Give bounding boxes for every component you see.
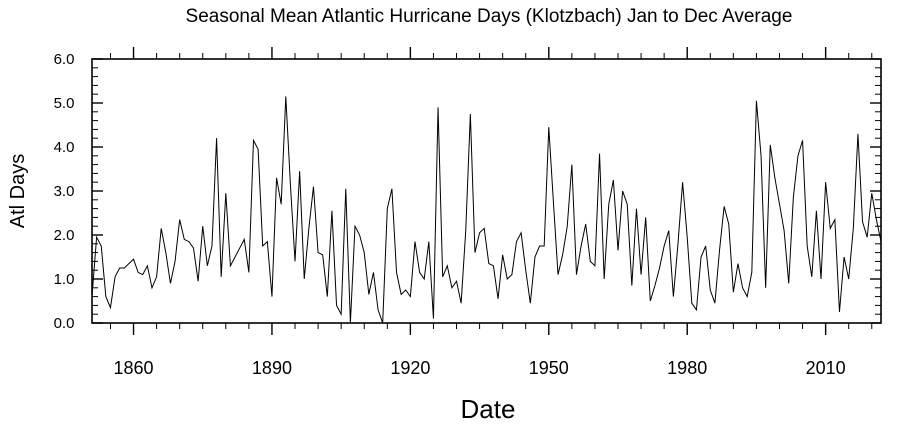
x-tick-label: 1860 bbox=[114, 358, 154, 378]
x-tick-label: 1950 bbox=[529, 358, 569, 378]
y-axis-label: Atl Days bbox=[7, 154, 29, 228]
x-tick-label: 1980 bbox=[667, 358, 707, 378]
y-axis-tick-labels: 0.0 1.0 2.0 3.0 4.0 5.0 6.0 bbox=[54, 51, 75, 332]
x-tick-label: 1890 bbox=[252, 358, 292, 378]
x-axis-ticks bbox=[109, 47, 873, 335]
x-tick-label: 1920 bbox=[390, 358, 430, 378]
chart-title: Seasonal Mean Atlantic Hurricane Days (K… bbox=[186, 6, 793, 27]
y-tick-label: 2.0 bbox=[54, 227, 75, 244]
y-tick-label: 4.0 bbox=[54, 139, 75, 156]
x-tick-label: 2010 bbox=[806, 358, 846, 378]
x-axis-tick-labels: 1860 1890 1920 1950 1980 2010 bbox=[114, 358, 846, 378]
y-tick-label: 1.0 bbox=[54, 271, 75, 288]
y-tick-label: 5.0 bbox=[54, 95, 75, 112]
series-line bbox=[91, 96, 882, 324]
y-tick-label: 6.0 bbox=[54, 51, 75, 68]
x-axis-label: Date bbox=[461, 394, 516, 424]
y-tick-label: 0.0 bbox=[54, 315, 75, 332]
y-tick-label: 3.0 bbox=[54, 183, 75, 200]
